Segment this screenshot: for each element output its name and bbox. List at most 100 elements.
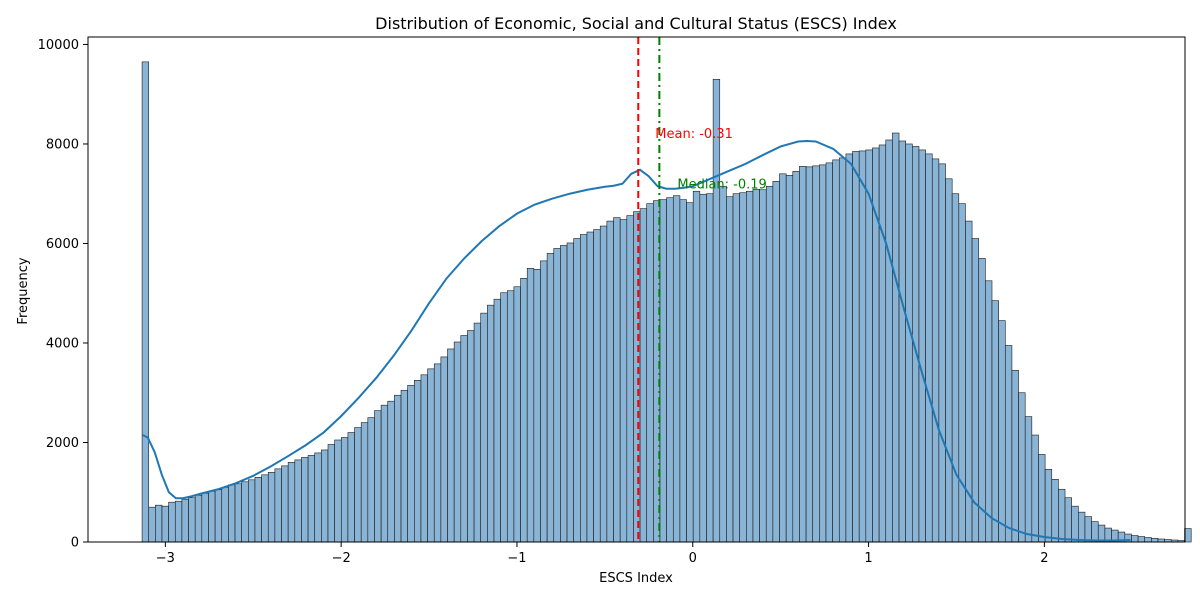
histogram-bar: [394, 394, 402, 543]
histogram-bar: [314, 452, 322, 543]
histogram-bar: [553, 248, 561, 543]
histogram-bar: [898, 140, 906, 543]
histogram-bar: [998, 320, 1006, 543]
histogram-bar: [234, 483, 242, 543]
histogram-bar: [367, 417, 375, 543]
histogram-bar: [354, 427, 362, 543]
histogram-bar: [580, 234, 588, 543]
histogram-bar: [1051, 479, 1059, 543]
histogram-bar: [1044, 469, 1053, 543]
histogram-bar: [267, 472, 276, 543]
histogram-bar: [1031, 434, 1039, 543]
histogram-bar: [938, 163, 946, 543]
histogram-bar: [447, 348, 455, 543]
histogram-bar: [340, 437, 349, 543]
chart-title: Distribution of Economic, Social and Cul…: [375, 14, 897, 33]
histogram-bar: [838, 157, 847, 543]
histogram-bar: [759, 189, 767, 543]
histogram-bar: [905, 143, 913, 543]
histogram-bar: [639, 208, 648, 543]
x-tick-label: 1: [864, 551, 872, 566]
histogram-bar: [951, 193, 960, 543]
histogram-bar: [593, 229, 601, 543]
histogram-bar: [1151, 537, 1159, 543]
y-tick-label: 2000: [46, 436, 79, 451]
histogram-bar: [467, 330, 475, 543]
histogram-bar: [958, 203, 966, 543]
histogram-bar: [181, 498, 189, 543]
histogram-bar: [380, 404, 389, 543]
histogram-bar: [686, 202, 694, 543]
histogram-bar: [168, 501, 176, 543]
histogram-bar: [792, 171, 800, 543]
histogram-bar: [606, 220, 614, 543]
histogram-bar: [706, 193, 714, 543]
x-tick-label: −1: [507, 551, 526, 566]
histogram-bar: [294, 459, 302, 543]
histogram-bar: [148, 506, 156, 543]
histogram-bar: [931, 158, 940, 543]
histogram-bar: [646, 203, 654, 543]
histogram-bar: [194, 494, 203, 543]
histogram-bar: [739, 192, 747, 543]
histogram-bar: [619, 219, 628, 543]
y-tick-label: 0: [71, 536, 79, 551]
histogram-bar: [533, 269, 541, 543]
histogram-bar: [526, 268, 535, 543]
bars-group: [141, 61, 1192, 543]
histogram-bar: [925, 153, 933, 543]
histogram-bar: [433, 363, 442, 543]
histogram-bar: [878, 144, 887, 543]
histogram-bar: [513, 286, 521, 543]
x-tick-label: 0: [689, 551, 697, 566]
histogram-bar: [945, 178, 953, 543]
histogram-bar: [978, 258, 986, 543]
y-axis: 0 2000 4000 6000 8000 10000: [38, 38, 88, 551]
histogram-bar: [400, 389, 408, 543]
histogram-bar: [812, 165, 820, 543]
histogram-bar: [832, 159, 840, 543]
histogram-bar: [779, 173, 787, 543]
histogram-bar: [1084, 516, 1092, 543]
histogram-bar: [427, 368, 435, 543]
histogram-bar: [321, 449, 329, 543]
histogram-bar: [659, 199, 667, 543]
histogram-bar: [440, 356, 448, 543]
histogram-bar: [1038, 454, 1046, 543]
histogram-bar: [506, 290, 515, 543]
histogram-bar: [858, 150, 867, 543]
histogram-bar: [712, 78, 721, 543]
histogram-bar: [540, 260, 548, 543]
histogram-bar: [785, 175, 794, 543]
histogram-bar: [374, 410, 382, 543]
histogram-bar: [991, 300, 999, 543]
histogram-bar: [692, 190, 701, 543]
histogram-bar: [334, 439, 342, 543]
histogram-bar: [845, 153, 853, 543]
histogram-bar: [188, 497, 196, 543]
histogram-bar: [566, 242, 574, 543]
histogram-bar: [221, 486, 229, 543]
histogram-bar: [387, 400, 395, 543]
x-axis-title: ESCS Index: [599, 571, 673, 586]
mean-label: Mean: -0.31: [655, 127, 733, 142]
histogram-bar: [852, 151, 860, 543]
histogram-bar: [732, 193, 740, 543]
histogram-bar: [174, 500, 183, 543]
median-label: Median: -0.19: [677, 178, 766, 193]
y-tick-label: 4000: [46, 336, 79, 351]
histogram-bar: [274, 468, 282, 543]
x-tick-label: −3: [156, 551, 175, 566]
histogram-bar: [307, 455, 316, 543]
histogram-bar: [719, 185, 727, 543]
histogram-bar: [560, 245, 568, 543]
histogram-bar: [347, 432, 355, 543]
histogram-bar: [1058, 488, 1066, 543]
histogram-bar: [985, 280, 993, 543]
histogram-bar: [360, 422, 369, 543]
histogram-bar: [453, 341, 462, 543]
histogram-bar: [765, 185, 774, 543]
histogram-bar: [460, 335, 468, 543]
